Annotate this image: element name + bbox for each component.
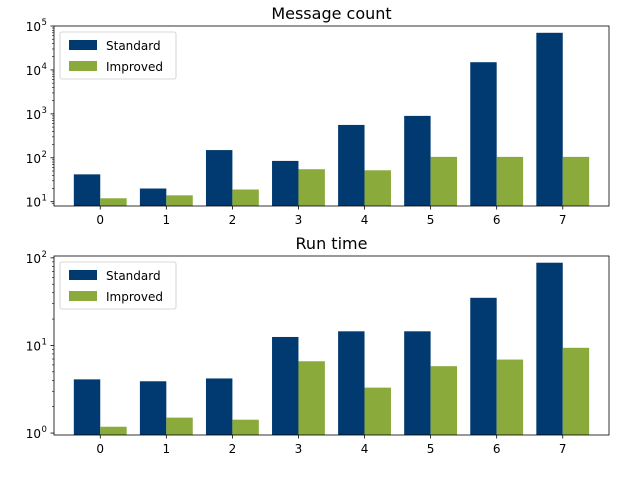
x-tick-label: 1 [163,213,171,227]
legend: Standard Improved [59,31,177,80]
x-tick-label: 4 [361,213,369,227]
x-tick-label: 1 [163,442,171,456]
legend-swatch-standard [69,270,97,280]
y-tick-label: 10 [26,20,41,34]
bar-standard-4 [338,124,365,206]
y-tick-exponent: 1 [42,337,47,347]
bar-improved-4 [364,387,391,435]
axes-frame [53,255,610,436]
y-tick-label: 10 [26,108,41,122]
bar-standard-2 [205,378,233,435]
y-tick-base: 10 [26,20,41,34]
axes-frame [53,25,610,207]
bar-improved-2 [232,189,259,206]
y-tick-label: 10 [26,64,41,78]
bar-standard-7 [536,32,563,207]
legend-label-improved: Improved [106,60,163,74]
y-tick-base: 10 [26,64,41,78]
bar-standard-6 [470,297,497,435]
bar-improved-1 [166,195,193,206]
bar-standard-5 [404,331,431,435]
y-tick-label: 10 [26,427,41,441]
y-tick-base: 10 [26,252,41,266]
y-tick-label: 10 [26,152,41,166]
y-tick-exponent: 0 [42,425,47,435]
y-tick-exponent: 3 [42,106,47,116]
y-tick-base: 10 [26,339,41,353]
x-tick-label: 6 [493,213,501,227]
bar-standard-0 [73,174,101,206]
bar-improved-1 [166,417,193,435]
y-tick-base: 10 [26,427,41,441]
y-tick-exponent: 2 [42,250,47,260]
bar-standard-3 [272,336,299,435]
x-tick-label: 5 [427,442,435,456]
bar-standard-2 [205,150,233,206]
x-tick-label: 0 [96,442,104,456]
x-tick-label: 3 [295,213,303,227]
legend-swatch-standard [69,40,97,50]
x-tick-label: 5 [427,213,435,227]
legend-swatch-improved [69,61,97,71]
bar-standard-4 [338,331,365,435]
x-tick-label: 2 [229,442,237,456]
chart-title: Message count [271,4,391,23]
y-tick-exponent: 4 [42,62,47,72]
y-tick-base: 10 [26,108,41,122]
bar-improved-6 [496,359,524,435]
legend-label-standard: Standard [106,39,161,53]
bar-standard-0 [73,379,101,435]
y-tick-exponent: 5 [42,18,47,28]
x-tick-label: 0 [96,213,104,227]
bar-standard-3 [272,160,299,206]
x-tick-label: 7 [559,213,567,227]
bar-improved-5 [430,156,458,206]
x-tick-label: 2 [229,213,237,227]
x-tick-label: 6 [493,442,501,456]
bar-improved-7 [562,156,590,206]
chart-title: Run time [296,234,368,253]
y-tick-label: 10 [26,252,41,266]
bar-improved-4 [364,170,391,206]
bar-improved-6 [496,156,524,206]
bar-improved-0 [100,426,127,435]
legend-label-improved: Improved [106,290,163,304]
legend-label-standard: Standard [106,269,161,283]
bar-standard-5 [404,115,431,206]
bar-standard-1 [139,381,167,435]
bar-improved-7 [562,347,590,435]
y-tick-label: 10 [26,339,41,353]
legend: Standard Improved [59,261,177,310]
bar-improved-3 [298,361,325,435]
legend-swatch-improved [69,291,97,301]
x-tick-label: 4 [361,442,369,456]
bar-standard-6 [470,62,497,206]
y-tick-label: 10 [26,196,41,210]
x-tick-label: 7 [559,442,567,456]
bar-improved-5 [430,366,458,435]
y-tick-exponent: 2 [42,150,47,160]
x-tick-label: 3 [295,442,303,456]
bar-improved-3 [298,169,325,206]
bar-standard-1 [139,188,167,206]
bar-standard-7 [536,262,563,435]
y-tick-base: 10 [26,196,41,210]
y-tick-exponent: 1 [42,194,47,204]
bar-improved-0 [100,198,127,206]
y-tick-base: 10 [26,152,41,166]
bar-improved-2 [232,419,259,435]
